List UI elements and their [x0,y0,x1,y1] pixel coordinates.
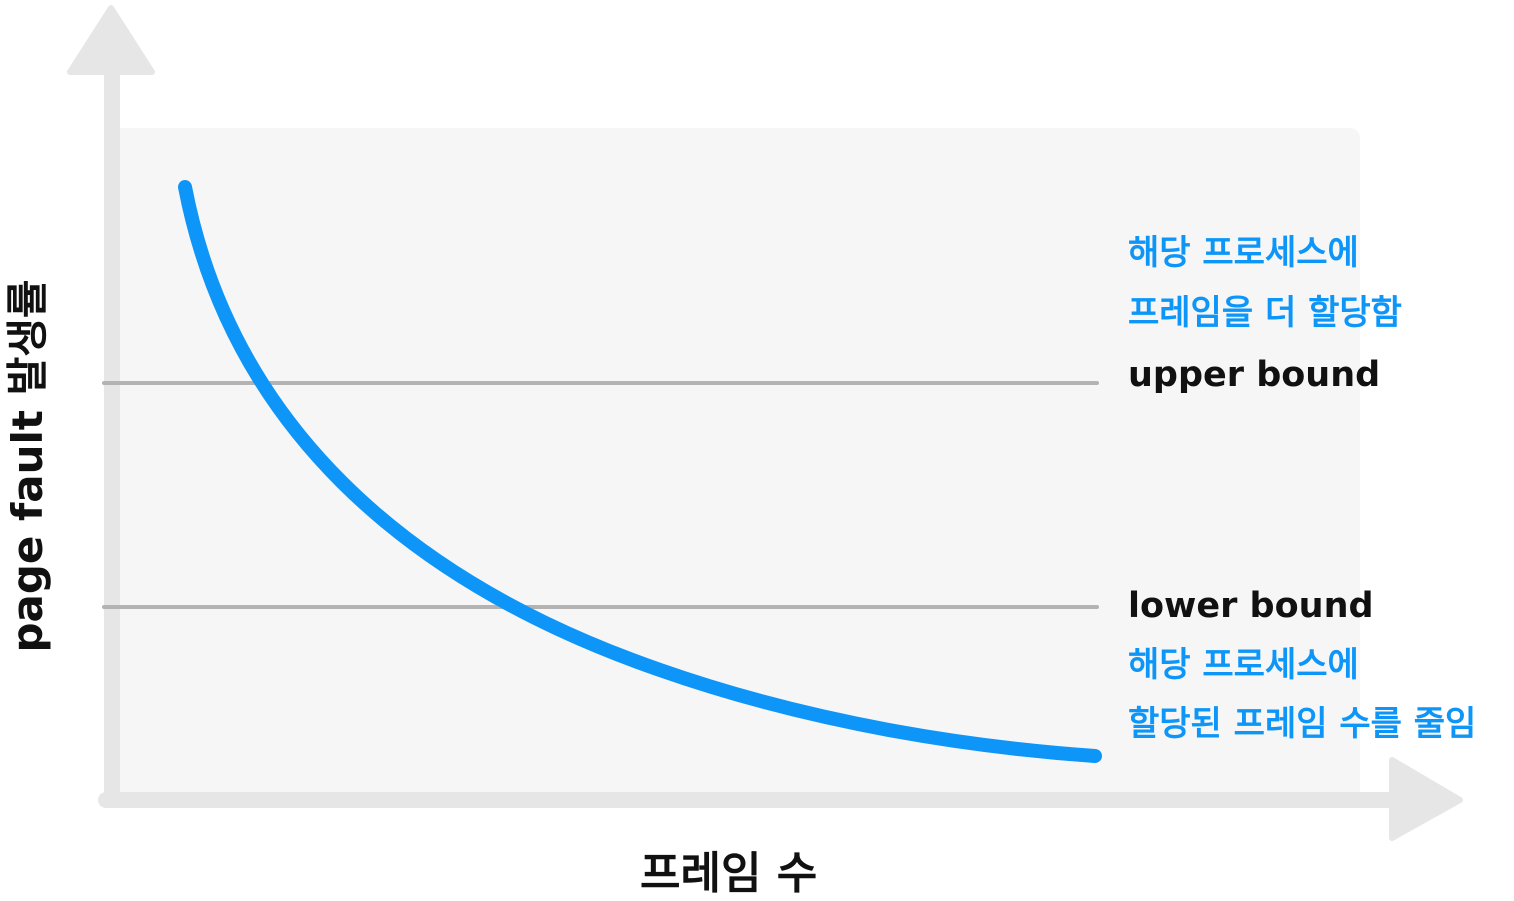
raise-annotation-line1: 해당 프로세스에 [1128,233,1359,273]
plot-background [112,128,1360,800]
y-axis-arrow-icon [67,5,155,75]
raise-annotation-line2: 프레임을 더 할당함 [1128,293,1402,333]
lower-bound-label: lower bound [1128,586,1374,626]
reduce-annotation-line1: 해당 프로세스에 [1128,645,1359,685]
y-axis-label: page fault 발생률 [3,279,52,653]
reduce-annotation-line2: 할당된 프레임 수를 줄임 [1128,704,1477,744]
x-axis-label: 프레임 수 [640,848,818,899]
page-fault-rate-curve [178,180,1102,763]
x-axis-arrow-icon [1389,757,1463,841]
upper-bound-label: upper bound [1128,355,1381,395]
